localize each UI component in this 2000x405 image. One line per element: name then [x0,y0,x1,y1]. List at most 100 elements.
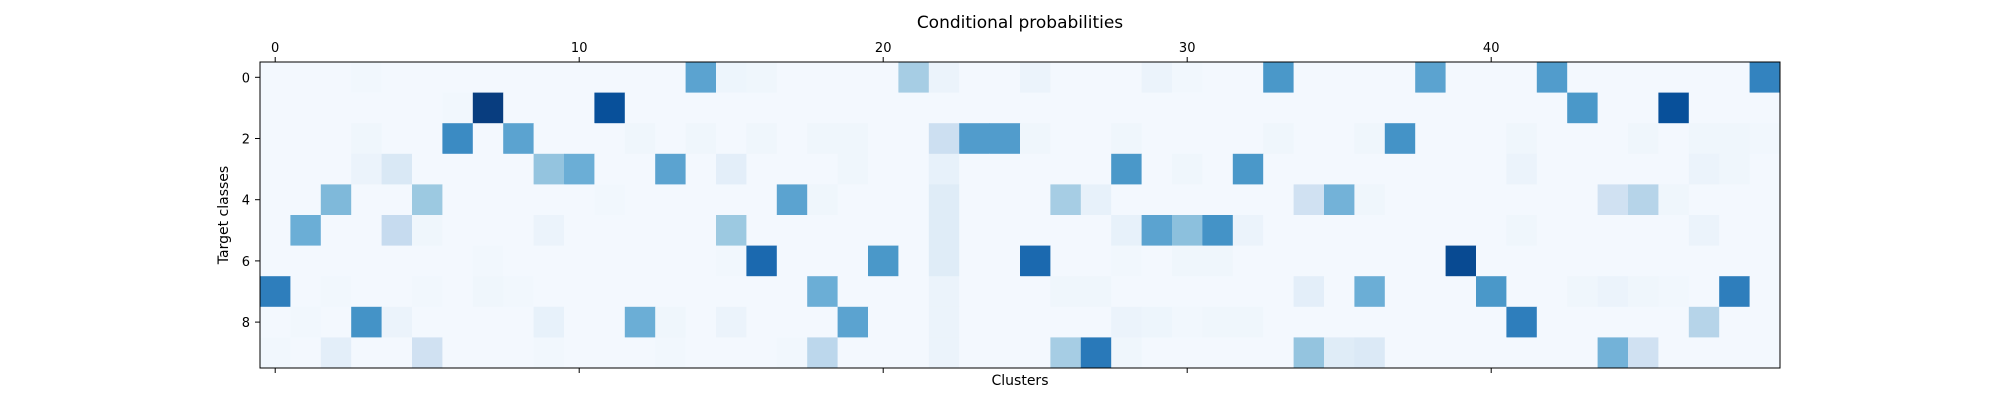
x-axis-ticks: 0 10 20 30 40 [271,41,1499,373]
heatmap-cell-r8-c42 [1536,306,1568,338]
heatmap-cell-r3-c9 [533,153,565,185]
heatmap-cell-r1-c34 [1293,92,1325,124]
heatmap-cell-r8-c23 [959,306,990,338]
heatmap-cell-r8-c43 [1567,306,1598,338]
heatmap-cell-r5-c8 [503,215,534,246]
heatmap-cell-r7-c12 [624,276,656,308]
heatmap-cell-r5-c24 [989,215,1021,246]
heatmap-cell-r5-c33 [1263,215,1294,246]
heatmap-cell-r0-c8 [503,62,534,93]
heatmap-cell-r4-c26 [1050,184,1082,216]
heatmap-cell-r6-c19 [837,245,869,277]
heatmap-cell-r6-c17 [776,245,808,277]
heatmap-cell-r5-c5 [412,215,443,246]
heatmap-cell-r2-c40 [1476,123,1507,155]
heatmap-cell-r4-c4 [381,184,413,216]
heatmap-cell-r7-c21 [898,276,930,308]
heatmap-cell-r8-c37 [1384,306,1416,338]
heatmap-cell-r9-c16 [746,337,778,369]
heatmap-cell-r1-c39 [1445,92,1477,124]
heatmap-cell-r2-c14 [685,123,717,155]
heatmap-cell-r1-c45 [1628,92,1659,124]
heatmap-cell-r1-c16 [746,92,778,124]
heatmap-cell-r2-c30 [1172,123,1203,155]
y-tick-label: 6 [242,255,250,270]
heatmap-cell-r0-c24 [989,62,1021,93]
heatmap-cell-r5-c26 [1050,215,1082,246]
heatmap-cell-r3-c23 [959,153,990,185]
heatmap-cell-r2-c29 [1141,123,1173,155]
heatmap-cell-r2-c19 [837,123,869,155]
heatmap-cell-r8-c39 [1445,306,1477,338]
heatmap-cell-r8-c4 [381,306,413,338]
heatmap-cell-r4-c30 [1172,184,1203,216]
heatmap-cell-r9-c36 [1354,337,1386,369]
heatmap-cell-r7-c37 [1384,276,1416,308]
heatmap-cell-r2-c2 [320,123,352,155]
heatmap-cell-r8-c45 [1628,306,1659,338]
heatmap-cell-r0-c29 [1141,62,1173,93]
heatmap-cell-r7-c8 [503,276,534,308]
heatmap-cell-r0-c44 [1597,62,1629,93]
heatmap-cell-r2-c43 [1567,123,1598,155]
heatmap-cell-r3-c40 [1476,153,1507,185]
heatmap-cell-r5-c14 [685,215,717,246]
heatmap-cell-r3-c1 [290,153,322,185]
heatmap-cell-r0-c38 [1415,62,1446,93]
heatmap-cell-r1-c0 [260,92,291,124]
heatmap-cell-r8-c3 [351,306,382,338]
heatmap-cell-r5-c37 [1384,215,1416,246]
heatmap-cell-r6-c46 [1658,245,1690,277]
heatmap-cell-r2-c1 [290,123,322,155]
heatmap-cell-r8-c20 [868,306,899,338]
heatmap-cell-r6-c18 [807,245,838,277]
heatmap-cell-r8-c33 [1263,306,1294,338]
heatmap-cell-r1-c4 [381,92,413,124]
heatmap-cell-r5-c16 [746,215,778,246]
heatmap-cell-r1-c40 [1476,92,1507,124]
heatmap-cell-r4-c18 [807,184,838,216]
heatmap-cell-r0-c17 [776,62,808,93]
heatmap-cell-r8-c34 [1293,306,1325,338]
heatmap-cell-r1-c8 [503,92,534,124]
heatmap-cell-r9-c3 [351,337,382,369]
heatmap-cell-r1-c48 [1719,92,1750,124]
heatmap-cell-r2-c4 [381,123,413,155]
heatmap-cell-r8-c28 [1111,306,1142,338]
heatmap-cell-r4-c0 [260,184,291,216]
heatmap-cell-r8-c29 [1141,306,1173,338]
heatmap-cell-r2-c27 [1080,123,1112,155]
heatmap-cell-r6-c27 [1080,245,1112,277]
heatmap-cell-r9-c48 [1719,337,1750,369]
heatmap-cell-r9-c26 [1050,337,1082,369]
heatmap-cell-r2-c25 [1020,123,1051,155]
heatmap-cell-r1-c49 [1749,92,1781,124]
heatmap-cell-r9-c21 [898,337,930,369]
x-tick-label: 10 [571,41,588,56]
heatmap-cell-r4-c32 [1232,184,1264,216]
heatmap-cell-r1-c29 [1141,92,1173,124]
heatmap-cell-r9-c34 [1293,337,1325,369]
heatmap-cell-r3-c14 [685,153,717,185]
heatmap-cell-r4-c21 [898,184,930,216]
heatmap-cell-r7-c40 [1476,276,1507,308]
heatmap-cell-r6-c4 [381,245,413,277]
heatmap-cell-r9-c41 [1506,337,1538,369]
heatmap-cell-r3-c28 [1111,153,1142,185]
heatmap-cell-r4-c16 [746,184,778,216]
heatmap-cell-r7-c26 [1050,276,1082,308]
heatmap-cell-r5-c42 [1536,215,1568,246]
heatmap-cell-r4-c14 [685,184,717,216]
heatmap-cell-r6-c16 [746,245,778,277]
heatmap-cell-r2-c47 [1688,123,1720,155]
heatmap-cell-r8-c38 [1415,306,1446,338]
heatmap-cell-r3-c34 [1293,153,1325,185]
heatmap-cell-r6-c7 [472,245,504,277]
heatmap-cell-r7-c39 [1445,276,1477,308]
heatmap-cell-r4-c10 [564,184,595,216]
heatmap-cell-r7-c28 [1111,276,1142,308]
heatmap-cell-r8-c1 [290,306,322,338]
heatmap-cell-r9-c45 [1628,337,1659,369]
heatmap-cell-r5-c40 [1476,215,1507,246]
